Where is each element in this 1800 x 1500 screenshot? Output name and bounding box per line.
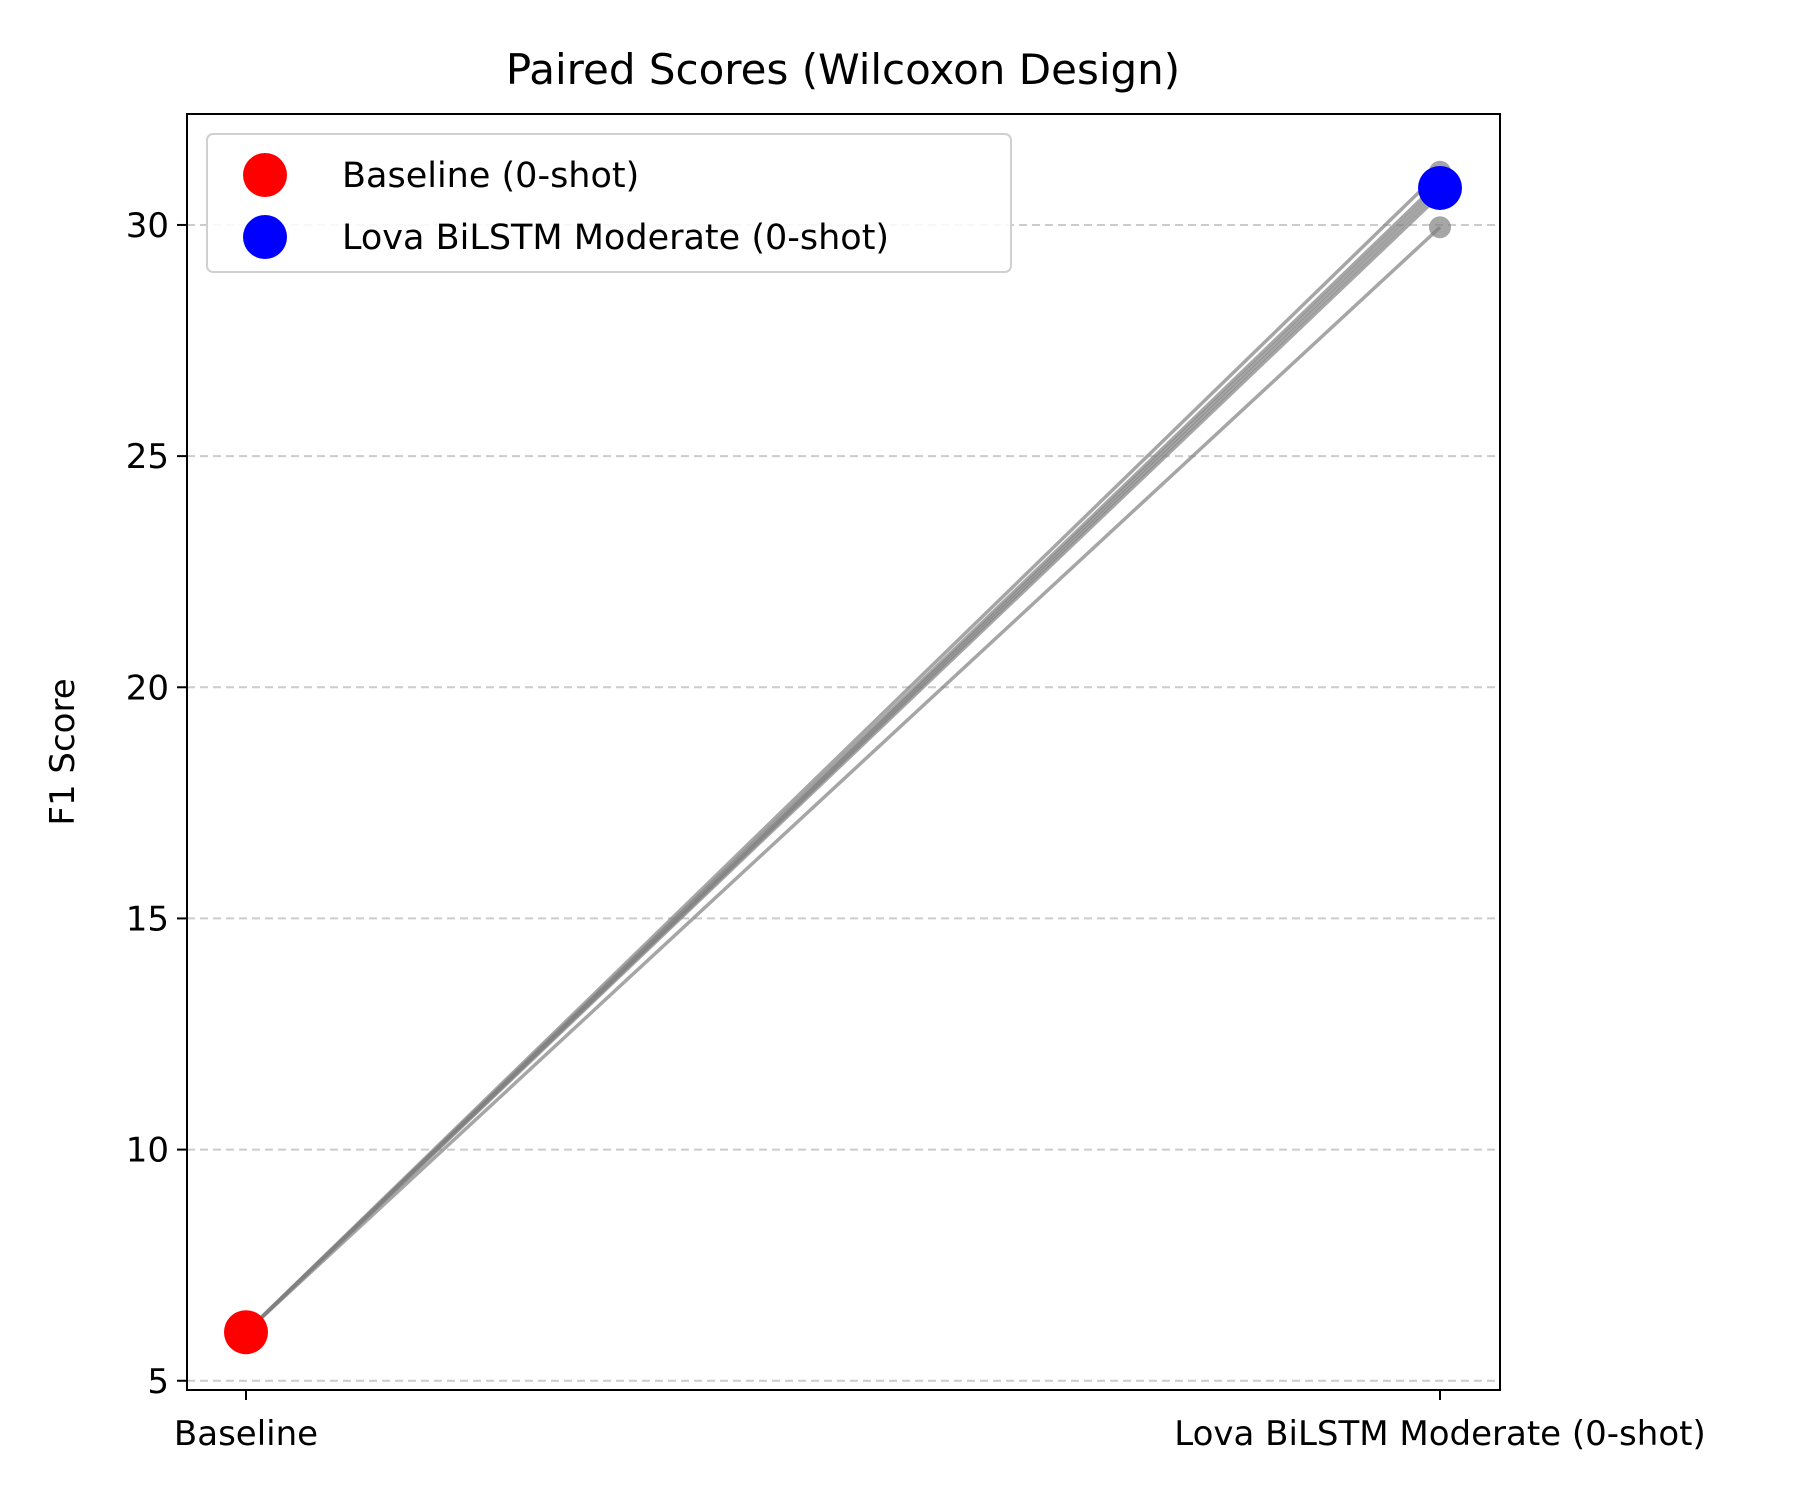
legend-label: Baseline (0-shot) (342, 156, 639, 196)
x-tick-label: Lova BiLSTM Moderate (0-shot) (1174, 1414, 1705, 1454)
y-tick-label: 20 (126, 668, 169, 708)
chart-title: Paired Scores (Wilcoxon Design) (506, 45, 1180, 94)
legend-marker (243, 153, 287, 197)
y-axis: 5 10 15 20 25 30 (126, 206, 187, 1402)
legend-box (206, 133, 1012, 273)
y-tick-label: 25 (126, 437, 169, 477)
y-axis-label: F1 Score (43, 678, 83, 825)
y-tick-label: 30 (126, 206, 169, 246)
y-tick-label: 10 (126, 1131, 169, 1171)
paired-line (244, 193, 1442, 1334)
x-axis: Baseline Lova BiLSTM Moderate (0-shot) (174, 1390, 1706, 1454)
legend-marker (243, 215, 287, 259)
legend-label: Lova BiLSTM Moderate (0-shot) (342, 218, 889, 258)
mean-point-baseline (224, 1310, 268, 1355)
legend: Baseline (0-shot) Lova BiLSTM Moderate (0… (206, 133, 1012, 273)
paired-point (1429, 216, 1451, 239)
mean-point-lova-bilstm (1418, 165, 1462, 210)
paired-line (244, 225, 1442, 1334)
plot-frame (186, 113, 1501, 1391)
y-tick-label: 5 (147, 1362, 169, 1402)
y-tick-label: 15 (126, 899, 169, 939)
x-tick-label: Baseline (174, 1414, 318, 1454)
data-points (224, 165, 1462, 1355)
